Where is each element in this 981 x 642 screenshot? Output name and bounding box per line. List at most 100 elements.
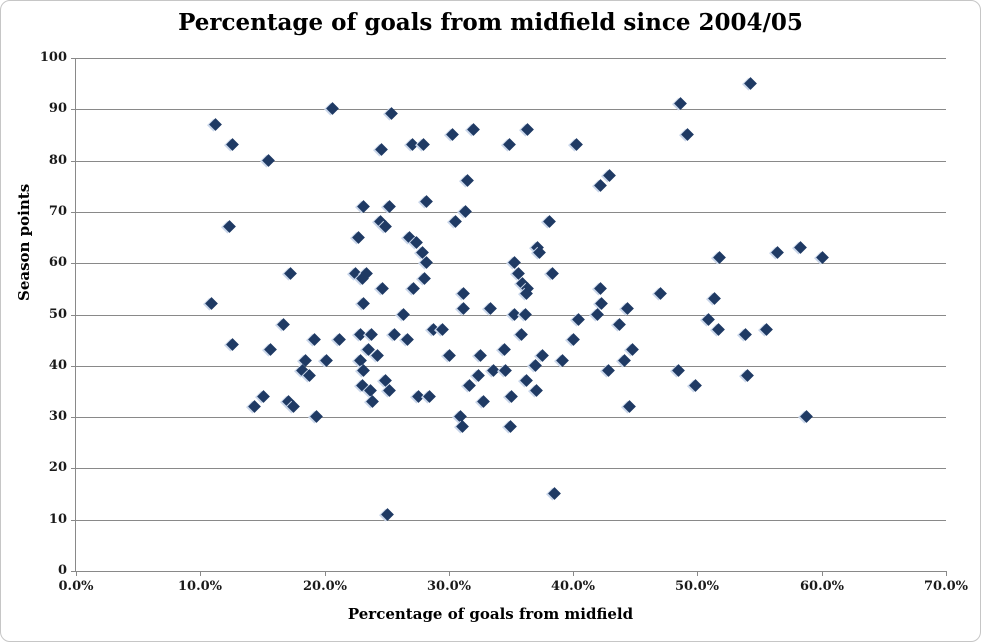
data-point xyxy=(225,138,239,152)
data-point xyxy=(407,281,420,295)
data-point xyxy=(519,307,532,321)
data-point xyxy=(376,281,389,295)
y-tick-mark-20 xyxy=(71,468,76,469)
data-point xyxy=(310,410,323,423)
gridline-y-90 xyxy=(76,109,946,110)
x-tick-mark-0.0% xyxy=(76,572,77,576)
y-tick-label-90: 90 xyxy=(48,101,67,116)
data-point xyxy=(256,389,270,403)
x-axis-title: Percentage of goals from midfield xyxy=(347,605,634,623)
data-point xyxy=(556,353,570,367)
data-point xyxy=(530,384,543,398)
data-point xyxy=(536,348,550,362)
data-point xyxy=(397,307,410,321)
data-point xyxy=(248,399,261,413)
y-tick-mark-30 xyxy=(71,417,76,418)
data-point xyxy=(711,323,725,336)
data-point xyxy=(417,138,430,152)
data-point xyxy=(593,281,607,295)
data-point xyxy=(276,317,290,331)
y-tick-mark-70 xyxy=(71,212,76,213)
data-point xyxy=(546,266,560,280)
data-point xyxy=(593,179,607,193)
y-axis-title: Season points xyxy=(15,183,33,301)
data-point xyxy=(326,102,340,116)
data-point xyxy=(505,389,519,403)
data-point xyxy=(680,128,694,141)
data-point xyxy=(689,379,703,393)
y-tick-label-20: 20 xyxy=(48,460,67,475)
data-point xyxy=(476,394,490,408)
data-point xyxy=(567,333,581,347)
data-point xyxy=(449,215,463,229)
data-point xyxy=(739,328,752,341)
data-point xyxy=(455,420,469,434)
x-tick-mark-50.0% xyxy=(697,572,698,576)
data-point xyxy=(459,205,473,218)
x-tick-mark-30.0% xyxy=(449,572,450,576)
data-point xyxy=(497,343,511,357)
data-point xyxy=(466,122,480,136)
data-point xyxy=(547,487,561,500)
x-tick-mark-60.0% xyxy=(822,572,823,576)
data-point xyxy=(460,174,474,187)
data-point xyxy=(423,389,437,403)
data-point xyxy=(381,507,394,521)
y-tick-label-30: 30 xyxy=(48,409,67,424)
data-point xyxy=(209,117,223,131)
y-tick-label-0: 0 xyxy=(57,563,67,578)
data-point xyxy=(357,199,371,213)
y-tick-mark-60 xyxy=(71,263,76,264)
y-tick-label-40: 40 xyxy=(48,358,67,373)
data-point xyxy=(383,199,397,213)
chart-title: Percentage of goals from midfield since … xyxy=(178,9,803,36)
x-tick-label-60.0%: 60.0% xyxy=(799,579,844,594)
data-point xyxy=(504,420,517,434)
data-point xyxy=(707,292,721,305)
data-point xyxy=(383,384,397,398)
data-point xyxy=(456,302,470,316)
gridline-y-70 xyxy=(76,212,946,213)
x-tick-label-70.0%: 70.0% xyxy=(923,579,968,594)
data-point xyxy=(623,399,637,413)
data-point xyxy=(445,128,459,141)
data-point xyxy=(352,230,366,244)
gridline-y-100 xyxy=(76,58,946,59)
data-point xyxy=(613,317,627,331)
y-tick-label-10: 10 xyxy=(48,512,67,527)
gridline-y-30 xyxy=(76,417,946,418)
data-point xyxy=(760,323,773,336)
x-tick-label-10.0%: 10.0% xyxy=(177,579,222,594)
x-tick-label-50.0%: 50.0% xyxy=(674,579,719,594)
y-tick-mark-0 xyxy=(71,571,76,572)
data-point xyxy=(204,297,218,311)
y-tick-label-60: 60 xyxy=(48,255,67,270)
data-point xyxy=(443,348,456,362)
data-point xyxy=(307,333,321,347)
data-point xyxy=(223,220,236,234)
data-point xyxy=(741,369,755,382)
y-tick-label-50: 50 xyxy=(48,307,67,322)
data-point xyxy=(388,328,402,341)
gridline-y-80 xyxy=(76,161,946,162)
data-point xyxy=(357,297,371,311)
data-point xyxy=(620,302,634,316)
data-point xyxy=(320,353,333,367)
data-point xyxy=(570,138,583,152)
data-point xyxy=(654,287,668,300)
x-tick-label-30.0%: 30.0% xyxy=(426,579,471,594)
data-point xyxy=(284,266,297,280)
data-point xyxy=(529,358,542,372)
x-tick-label-0.0%: 0.0% xyxy=(58,579,94,594)
y-tick-label-70: 70 xyxy=(48,204,67,219)
x-tick-mark-10.0% xyxy=(200,572,201,576)
data-point xyxy=(799,410,813,423)
data-point xyxy=(618,353,632,367)
data-point xyxy=(456,287,470,300)
x-tick-label-40.0%: 40.0% xyxy=(550,579,595,594)
data-point xyxy=(364,328,378,341)
y-tick-mark-10 xyxy=(71,520,76,521)
gridline-y-40 xyxy=(76,366,946,367)
data-point xyxy=(520,374,534,388)
